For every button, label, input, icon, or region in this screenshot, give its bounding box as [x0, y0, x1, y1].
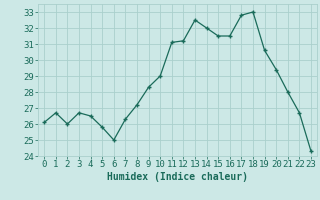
X-axis label: Humidex (Indice chaleur): Humidex (Indice chaleur): [107, 172, 248, 182]
